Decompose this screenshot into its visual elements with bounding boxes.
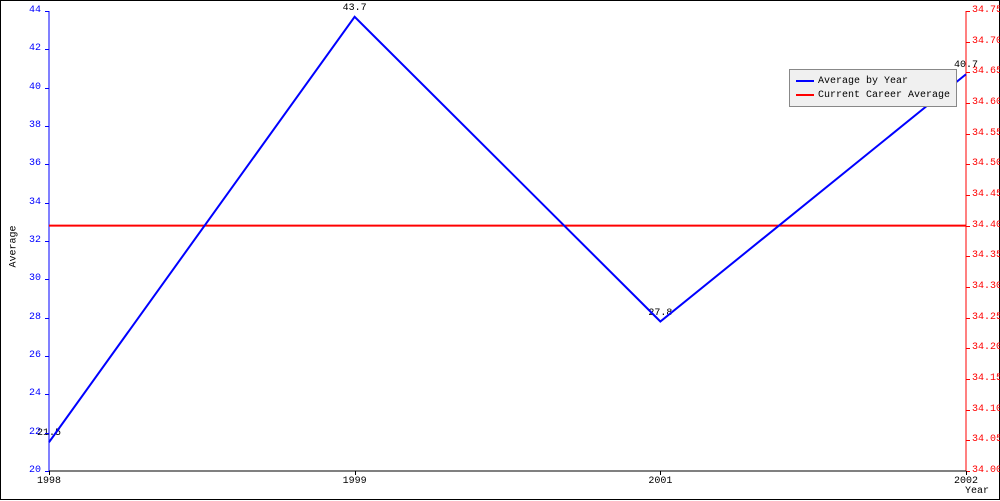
legend-swatch-series2 — [796, 94, 814, 96]
legend-item-series1: Average by Year — [796, 74, 950, 88]
legend: Average by Year Current Career Average — [789, 69, 957, 107]
legend-item-series2: Current Career Average — [796, 88, 950, 102]
legend-label-series1: Average by Year — [818, 76, 908, 87]
chart-container: Average Year 20222426283032343638404244 … — [0, 0, 1000, 500]
legend-label-series2: Current Career Average — [818, 90, 950, 101]
legend-swatch-series1 — [796, 80, 814, 82]
